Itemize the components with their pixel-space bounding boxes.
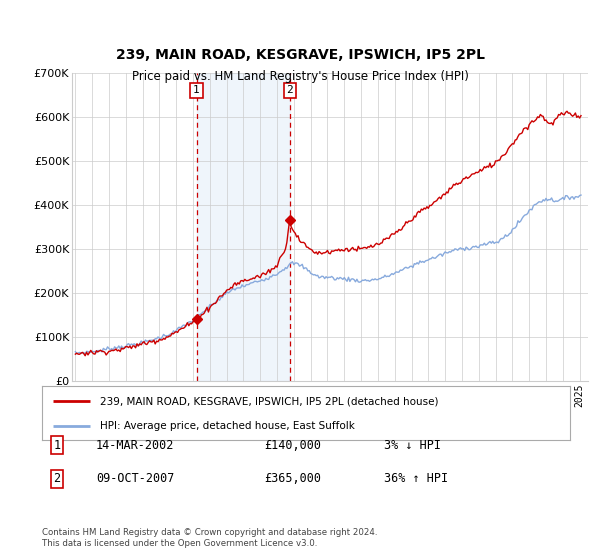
Text: 2: 2 [287, 85, 293, 95]
Text: Contains HM Land Registry data © Crown copyright and database right 2024.
This d: Contains HM Land Registry data © Crown c… [42, 528, 377, 548]
Text: 2: 2 [53, 472, 61, 486]
Text: 36% ↑ HPI: 36% ↑ HPI [384, 472, 448, 486]
Text: 14-MAR-2002: 14-MAR-2002 [96, 438, 175, 452]
Text: £365,000: £365,000 [264, 472, 321, 486]
Text: 239, MAIN ROAD, KESGRAVE, IPSWICH, IP5 2PL: 239, MAIN ROAD, KESGRAVE, IPSWICH, IP5 2… [115, 48, 485, 62]
Bar [197, 73, 290, 381]
Text: 239, MAIN ROAD, KESGRAVE, IPSWICH, IP5 2PL (detached house): 239, MAIN ROAD, KESGRAVE, IPSWICH, IP5 2… [100, 396, 439, 407]
Text: Price paid vs. HM Land Registry's House Price Index (HPI): Price paid vs. HM Land Registry's House … [131, 70, 469, 83]
Text: 1: 1 [193, 85, 200, 95]
Text: £140,000: £140,000 [264, 438, 321, 452]
Text: 09-OCT-2007: 09-OCT-2007 [96, 472, 175, 486]
Text: HPI: Average price, detached house, East Suffolk: HPI: Average price, detached house, East… [100, 421, 355, 431]
Text: 3% ↓ HPI: 3% ↓ HPI [384, 438, 441, 452]
Text: 1: 1 [53, 438, 61, 452]
